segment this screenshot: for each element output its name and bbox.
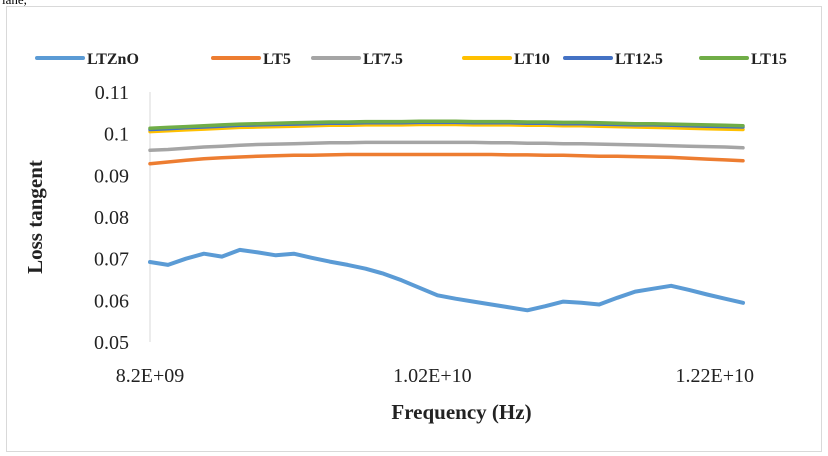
y-tick-label: 0.05 [94, 332, 129, 354]
legend-label: LTZnO [87, 51, 139, 68]
x-axis-title: Frequency (Hz) [391, 400, 531, 424]
y-axis-title: Loss tangent [23, 160, 47, 274]
x-tick-label: 8.2E+09 [116, 365, 185, 387]
y-tick-label: 0.06 [94, 290, 129, 312]
y-tick-label: 0.1 [104, 124, 129, 146]
series-line-LT7.5 [148, 140, 745, 153]
series-line-LTZnO [148, 247, 745, 313]
x-tick-label: 1.02E+10 [393, 365, 472, 387]
legend-label: LT7.5 [363, 51, 403, 68]
y-tick-label: 0.09 [94, 165, 129, 187]
legend-label: LT10 [514, 51, 550, 68]
plot-area [148, 119, 745, 313]
x-axis: 8.2E+09 1.02E+10 1.22E+10 [116, 365, 754, 387]
y-tick-label: 0.07 [94, 249, 129, 271]
chart-frame [6, 6, 822, 452]
legend-label: LT12.5 [615, 51, 663, 68]
x-tick-label: 1.22E+10 [676, 365, 755, 387]
cropped-text-fragment: lane, [2, 0, 27, 8]
legend-label: LT15 [751, 51, 787, 68]
y-tick-label: 0.11 [95, 82, 129, 104]
series-line-LT15 [148, 119, 745, 131]
legend: LTZnO LT5 LT7.5 LT10 LT12.5 LT15 [35, 51, 787, 68]
series-line-LT5 [148, 152, 745, 166]
y-tick-label: 0.08 [94, 207, 129, 229]
y-axis: 0.05 0.06 0.07 0.08 0.09 0.1 0.11 [94, 82, 151, 354]
legend-label: LT5 [263, 51, 291, 68]
series-line-LT10 [148, 122, 745, 134]
